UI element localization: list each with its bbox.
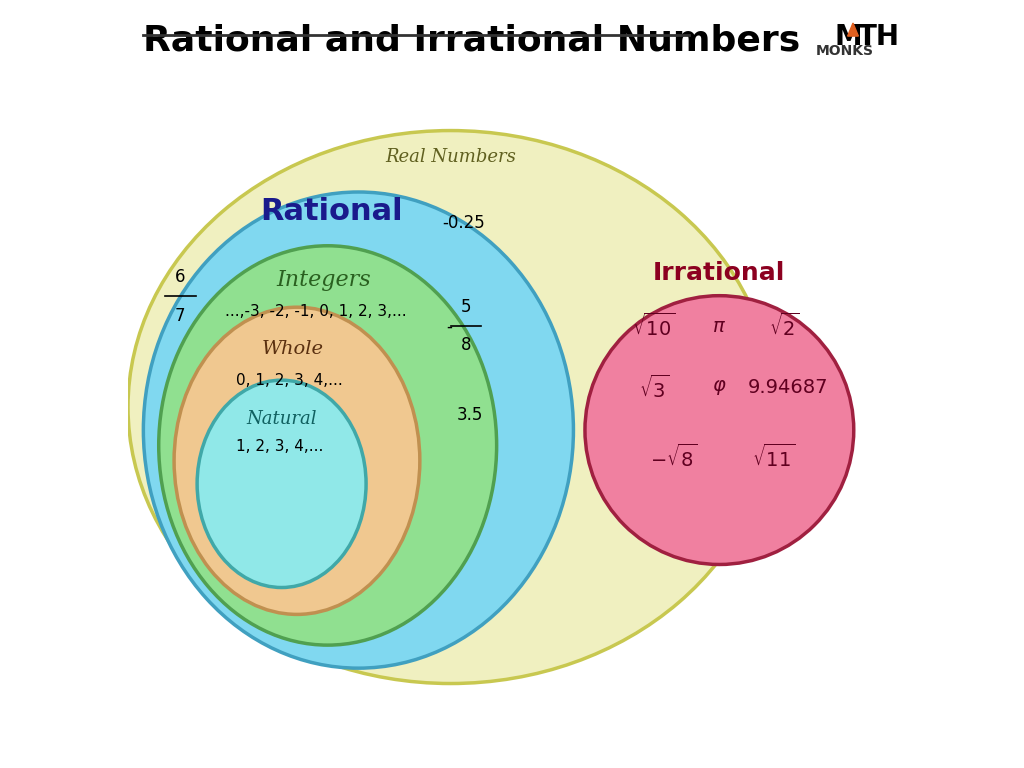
Text: $\sqrt{3}$: $\sqrt{3}$ — [639, 374, 670, 402]
Text: $-\sqrt{8}$: $-\sqrt{8}$ — [650, 443, 696, 471]
Text: $\varphi$: $\varphi$ — [712, 379, 727, 397]
Text: -: - — [446, 317, 453, 336]
Text: $\sqrt{10}$: $\sqrt{10}$ — [633, 313, 676, 340]
Text: $\sqrt{2}$: $\sqrt{2}$ — [769, 313, 800, 340]
Text: Whole: Whole — [262, 340, 325, 359]
Text: 5: 5 — [461, 299, 471, 316]
Text: 8: 8 — [461, 336, 471, 354]
Text: TH: TH — [858, 23, 900, 51]
Text: MONKS: MONKS — [815, 44, 873, 58]
Text: Natural: Natural — [247, 409, 316, 428]
Circle shape — [585, 296, 854, 564]
Ellipse shape — [159, 246, 497, 645]
Ellipse shape — [174, 307, 420, 614]
Ellipse shape — [143, 192, 573, 668]
Text: Irrational: Irrational — [653, 260, 785, 285]
Text: 9.94687: 9.94687 — [749, 379, 828, 397]
Text: M: M — [835, 23, 862, 51]
Text: $\pi$: $\pi$ — [713, 317, 726, 336]
Text: 7: 7 — [175, 307, 185, 325]
Text: 0, 1, 2, 3, 4,...: 0, 1, 2, 3, 4,... — [236, 372, 343, 388]
Text: Integers: Integers — [276, 270, 371, 291]
Text: ...,-3, -2, -1, 0, 1, 2, 3,...: ...,-3, -2, -1, 0, 1, 2, 3,... — [225, 303, 407, 319]
Polygon shape — [848, 23, 858, 36]
Text: Rational: Rational — [260, 197, 402, 226]
Text: 1, 2, 3, 4,...: 1, 2, 3, 4,... — [237, 439, 324, 455]
Ellipse shape — [197, 380, 367, 588]
Text: Rational and Irrational Numbers: Rational and Irrational Numbers — [143, 23, 801, 57]
Text: 3.5: 3.5 — [457, 406, 483, 424]
Text: $\sqrt{11}$: $\sqrt{11}$ — [752, 443, 795, 471]
Text: 6: 6 — [175, 268, 185, 286]
Text: Real Numbers: Real Numbers — [385, 148, 516, 167]
Text: -0.25: -0.25 — [442, 214, 485, 232]
Ellipse shape — [128, 131, 773, 684]
